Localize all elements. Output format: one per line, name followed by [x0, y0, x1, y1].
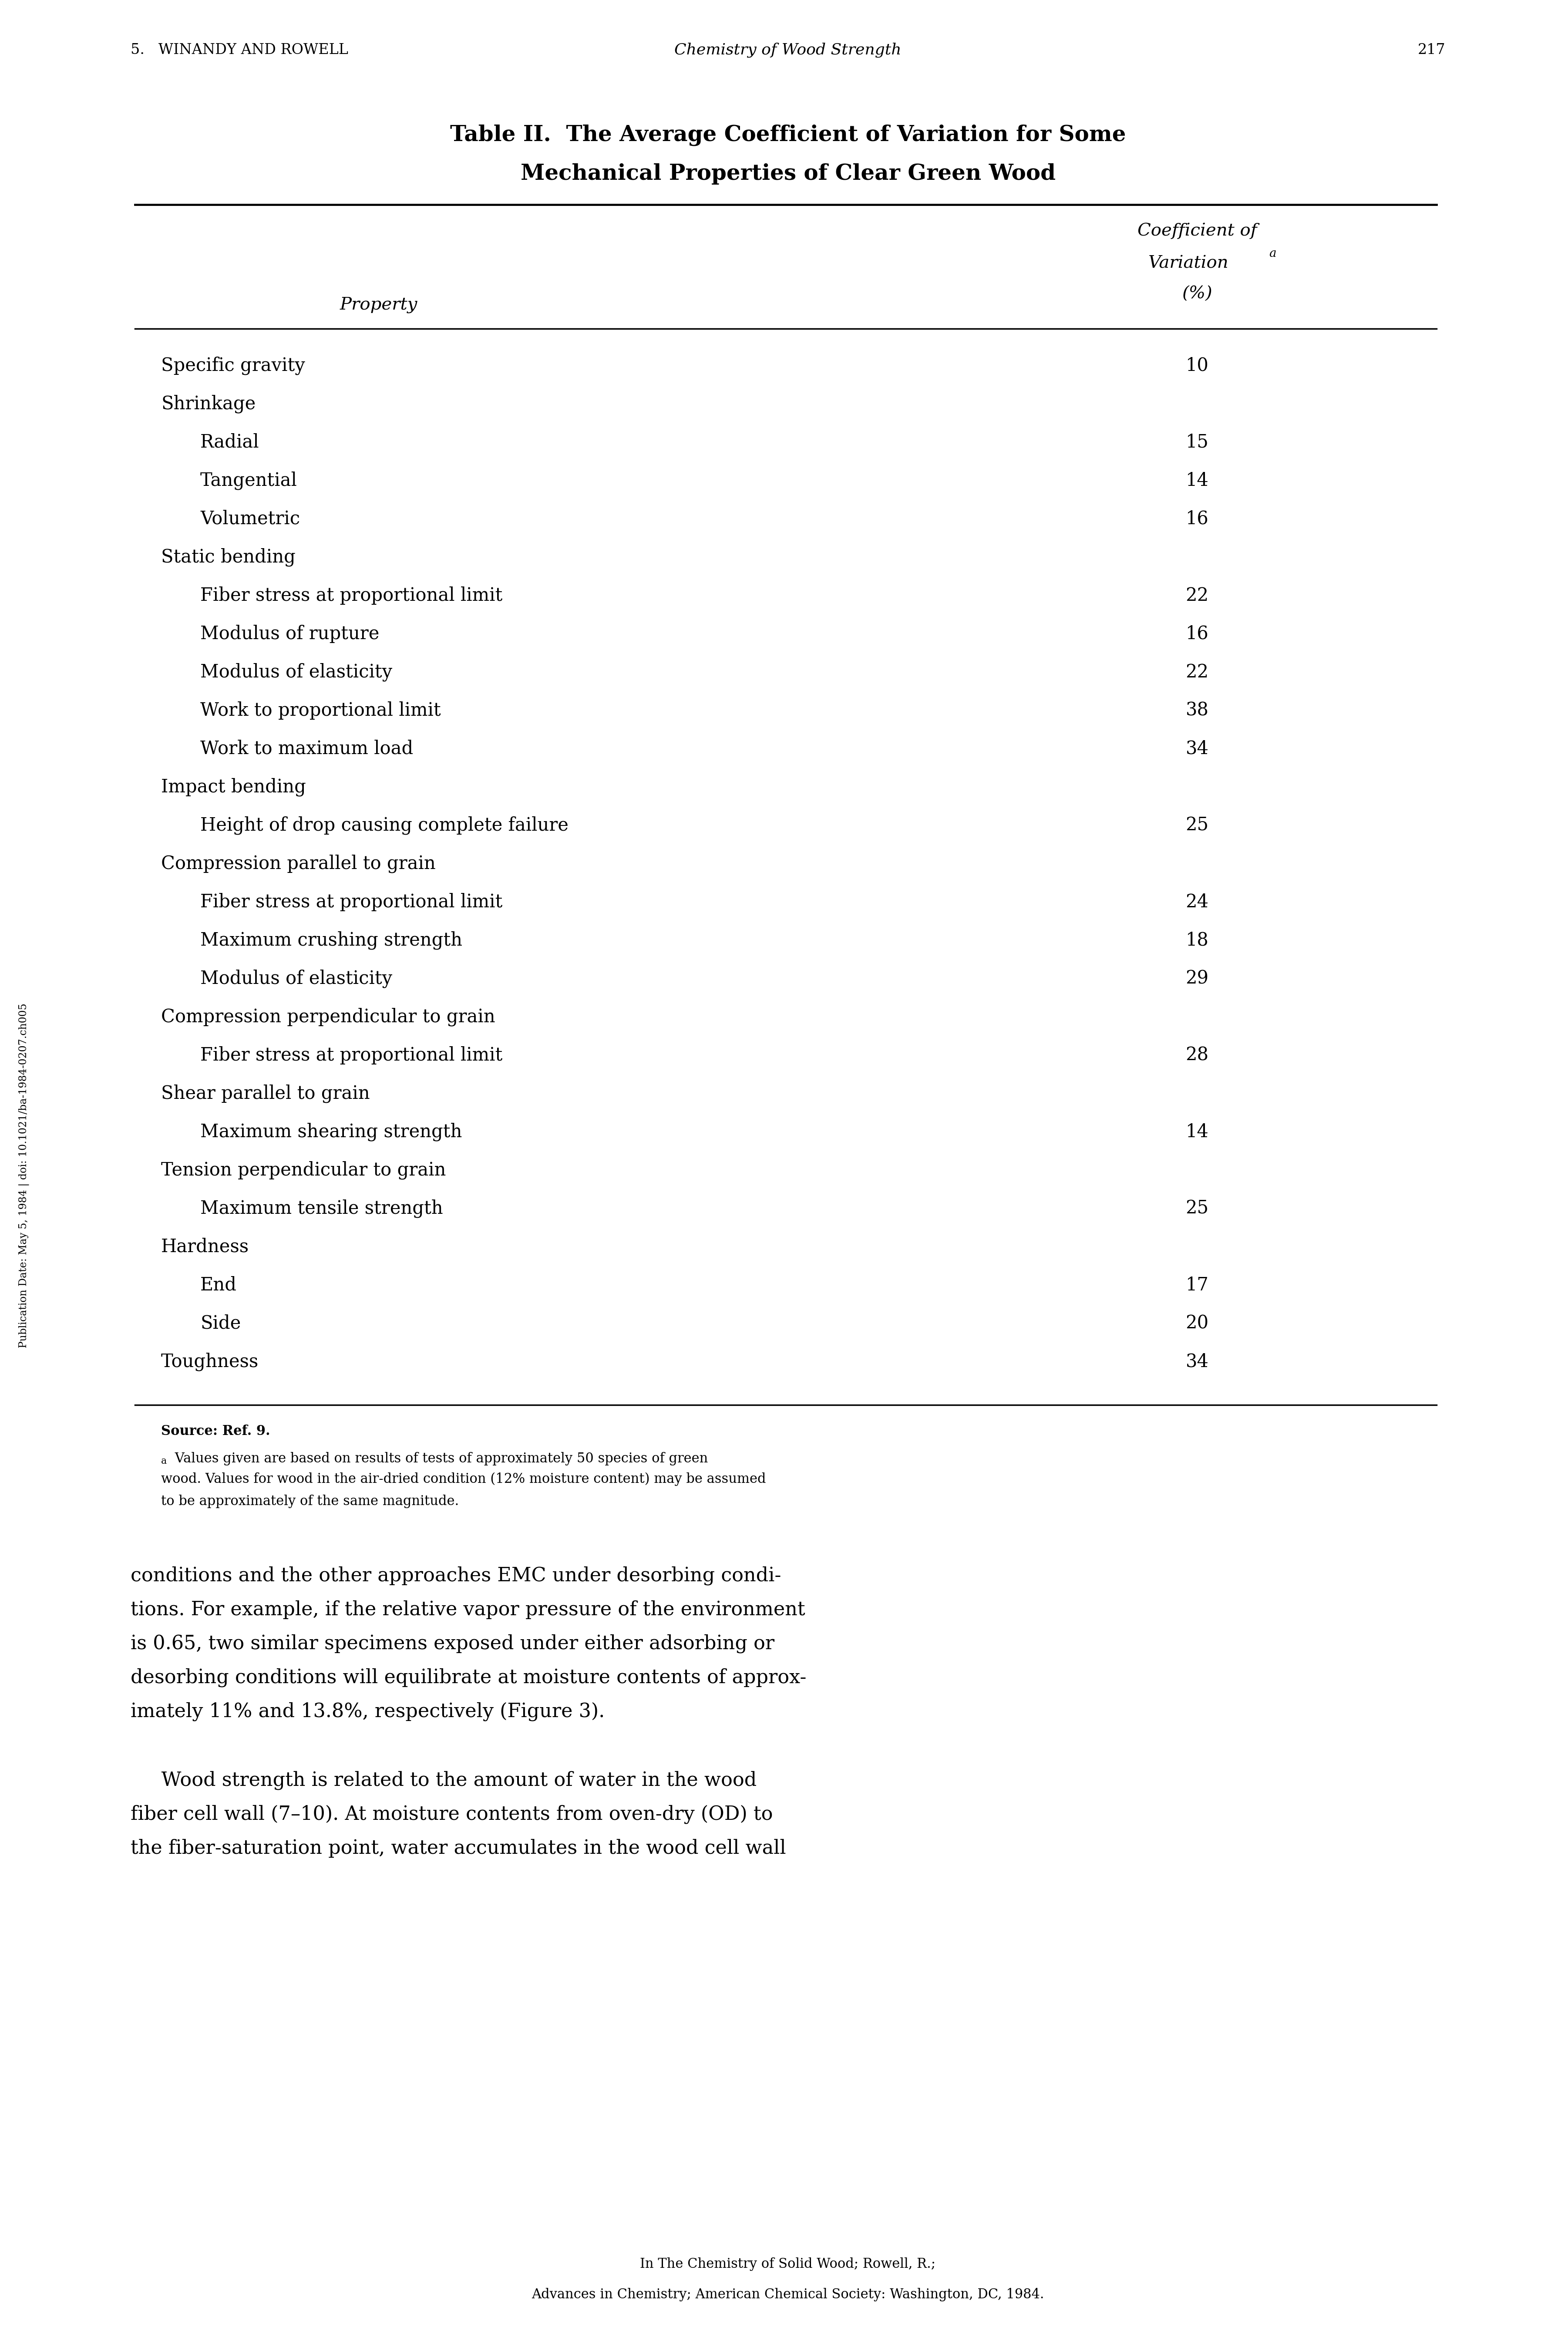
Text: a: a [1269, 247, 1276, 259]
Text: 22: 22 [1185, 663, 1209, 682]
Text: 5.   WINANDY AND ROWELL: 5. WINANDY AND ROWELL [130, 42, 348, 56]
Text: Height of drop causing complete failure: Height of drop causing complete failure [201, 816, 569, 835]
Text: fiber cell wall (7–10). At moisture contents from oven-dry (OD) to: fiber cell wall (7–10). At moisture cont… [130, 1806, 773, 1824]
Text: 34: 34 [1185, 741, 1209, 757]
Text: desorbing conditions will equilibrate at moisture contents of approx-: desorbing conditions will equilibrate at… [130, 1667, 806, 1688]
Text: 217: 217 [1417, 42, 1446, 56]
Text: Wood strength is related to the amount of water in the wood: Wood strength is related to the amount o… [130, 1770, 757, 1789]
Text: Tangential: Tangential [201, 473, 298, 489]
Text: In The Chemistry of Solid Wood; Rowell, R.;: In The Chemistry of Solid Wood; Rowell, … [640, 2257, 936, 2271]
Text: tions. For example, if the relative vapor pressure of the environment: tions. For example, if the relative vapo… [130, 1601, 804, 1620]
Text: Coefficient of: Coefficient of [1137, 223, 1258, 240]
Text: Radial: Radial [201, 433, 259, 451]
Text: Modulus of elasticity: Modulus of elasticity [201, 969, 392, 987]
Text: Maximum crushing strength: Maximum crushing strength [201, 931, 463, 950]
Text: 16: 16 [1185, 625, 1209, 644]
Text: Maximum shearing strength: Maximum shearing strength [201, 1124, 463, 1140]
Text: 29: 29 [1185, 969, 1209, 987]
Text: Chemistry of Wood Strength: Chemistry of Wood Strength [674, 42, 902, 56]
Text: 34: 34 [1185, 1352, 1209, 1371]
Text: Side: Side [201, 1314, 241, 1333]
Text: conditions and the other approaches EMC under desorbing condi-: conditions and the other approaches EMC … [130, 1566, 781, 1585]
Text: 25: 25 [1185, 816, 1209, 835]
Text: the fiber-saturation point, water accumulates in the wood cell wall: the fiber-saturation point, water accumu… [130, 1838, 786, 1857]
Text: Shrinkage: Shrinkage [162, 395, 256, 414]
Text: Modulus of elasticity: Modulus of elasticity [201, 663, 392, 682]
Text: End: End [201, 1277, 237, 1295]
Text: Fiber stress at proportional limit: Fiber stress at proportional limit [201, 585, 502, 604]
Text: 14: 14 [1185, 473, 1209, 489]
Text: 38: 38 [1185, 701, 1209, 719]
Text: Compression perpendicular to grain: Compression perpendicular to grain [162, 1009, 495, 1027]
Text: imately 11% and 13.8%, respectively (Figure 3).: imately 11% and 13.8%, respectively (Fig… [130, 1702, 605, 1721]
Text: 17: 17 [1185, 1277, 1209, 1295]
Text: Source: Ref. 9.: Source: Ref. 9. [162, 1425, 270, 1439]
Text: 16: 16 [1185, 510, 1209, 529]
Text: Fiber stress at proportional limit: Fiber stress at proportional limit [201, 1046, 502, 1065]
Text: Advances in Chemistry; American Chemical Society: Washington, DC, 1984.: Advances in Chemistry; American Chemical… [532, 2288, 1044, 2302]
Text: Shear parallel to grain: Shear parallel to grain [162, 1084, 370, 1103]
Text: Fiber stress at proportional limit: Fiber stress at proportional limit [201, 893, 502, 912]
Text: Work to maximum load: Work to maximum load [201, 741, 414, 757]
Text: 20: 20 [1185, 1314, 1209, 1333]
Text: 22: 22 [1185, 585, 1209, 604]
Text: Mechanical Properties of Clear Green Wood: Mechanical Properties of Clear Green Woo… [521, 165, 1055, 186]
Text: Publication Date: May 5, 1984 | doi: 10.1021/ba-1984-0207.ch005: Publication Date: May 5, 1984 | doi: 10.… [19, 1004, 30, 1347]
Text: 18: 18 [1185, 931, 1209, 950]
Text: 28: 28 [1185, 1046, 1209, 1065]
Text: to be approximately of the same magnitude.: to be approximately of the same magnitud… [162, 1495, 459, 1509]
Text: wood. Values for wood in the air-dried condition (12% moisture content) may be a: wood. Values for wood in the air-dried c… [162, 1472, 765, 1486]
Text: Static bending: Static bending [162, 548, 295, 567]
Text: Work to proportional limit: Work to proportional limit [201, 701, 441, 719]
Text: is 0.65, two similar specimens exposed under either adsorbing or: is 0.65, two similar specimens exposed u… [130, 1634, 775, 1653]
Text: Specific gravity: Specific gravity [162, 357, 306, 374]
Text: Toughness: Toughness [162, 1352, 259, 1371]
Text: Compression parallel to grain: Compression parallel to grain [162, 853, 436, 872]
Text: Values given are based on results of tests of approximately 50 species of green: Values given are based on results of tes… [171, 1451, 709, 1465]
Text: Modulus of rupture: Modulus of rupture [201, 625, 379, 644]
Text: 10: 10 [1185, 357, 1209, 374]
Text: Impact bending: Impact bending [162, 778, 306, 797]
Text: a: a [162, 1455, 166, 1467]
Text: 24: 24 [1185, 893, 1209, 912]
Text: Property: Property [340, 296, 417, 313]
Text: 14: 14 [1185, 1124, 1209, 1140]
Text: Hardness: Hardness [162, 1237, 249, 1255]
Text: Tension perpendicular to grain: Tension perpendicular to grain [162, 1161, 445, 1180]
Text: 15: 15 [1185, 433, 1209, 451]
Text: Volumetric: Volumetric [201, 510, 299, 529]
Text: Table II.  The Average Coefficient of Variation for Some: Table II. The Average Coefficient of Var… [450, 125, 1126, 146]
Text: 25: 25 [1185, 1199, 1209, 1218]
Text: Maximum tensile strength: Maximum tensile strength [201, 1199, 444, 1218]
Text: (%): (%) [1182, 287, 1212, 301]
Text: Variation: Variation [1148, 256, 1229, 270]
